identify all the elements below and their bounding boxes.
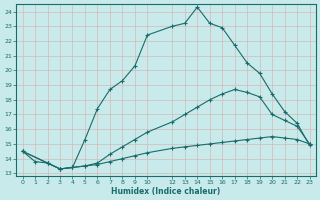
X-axis label: Humidex (Indice chaleur): Humidex (Indice chaleur)	[111, 187, 221, 196]
